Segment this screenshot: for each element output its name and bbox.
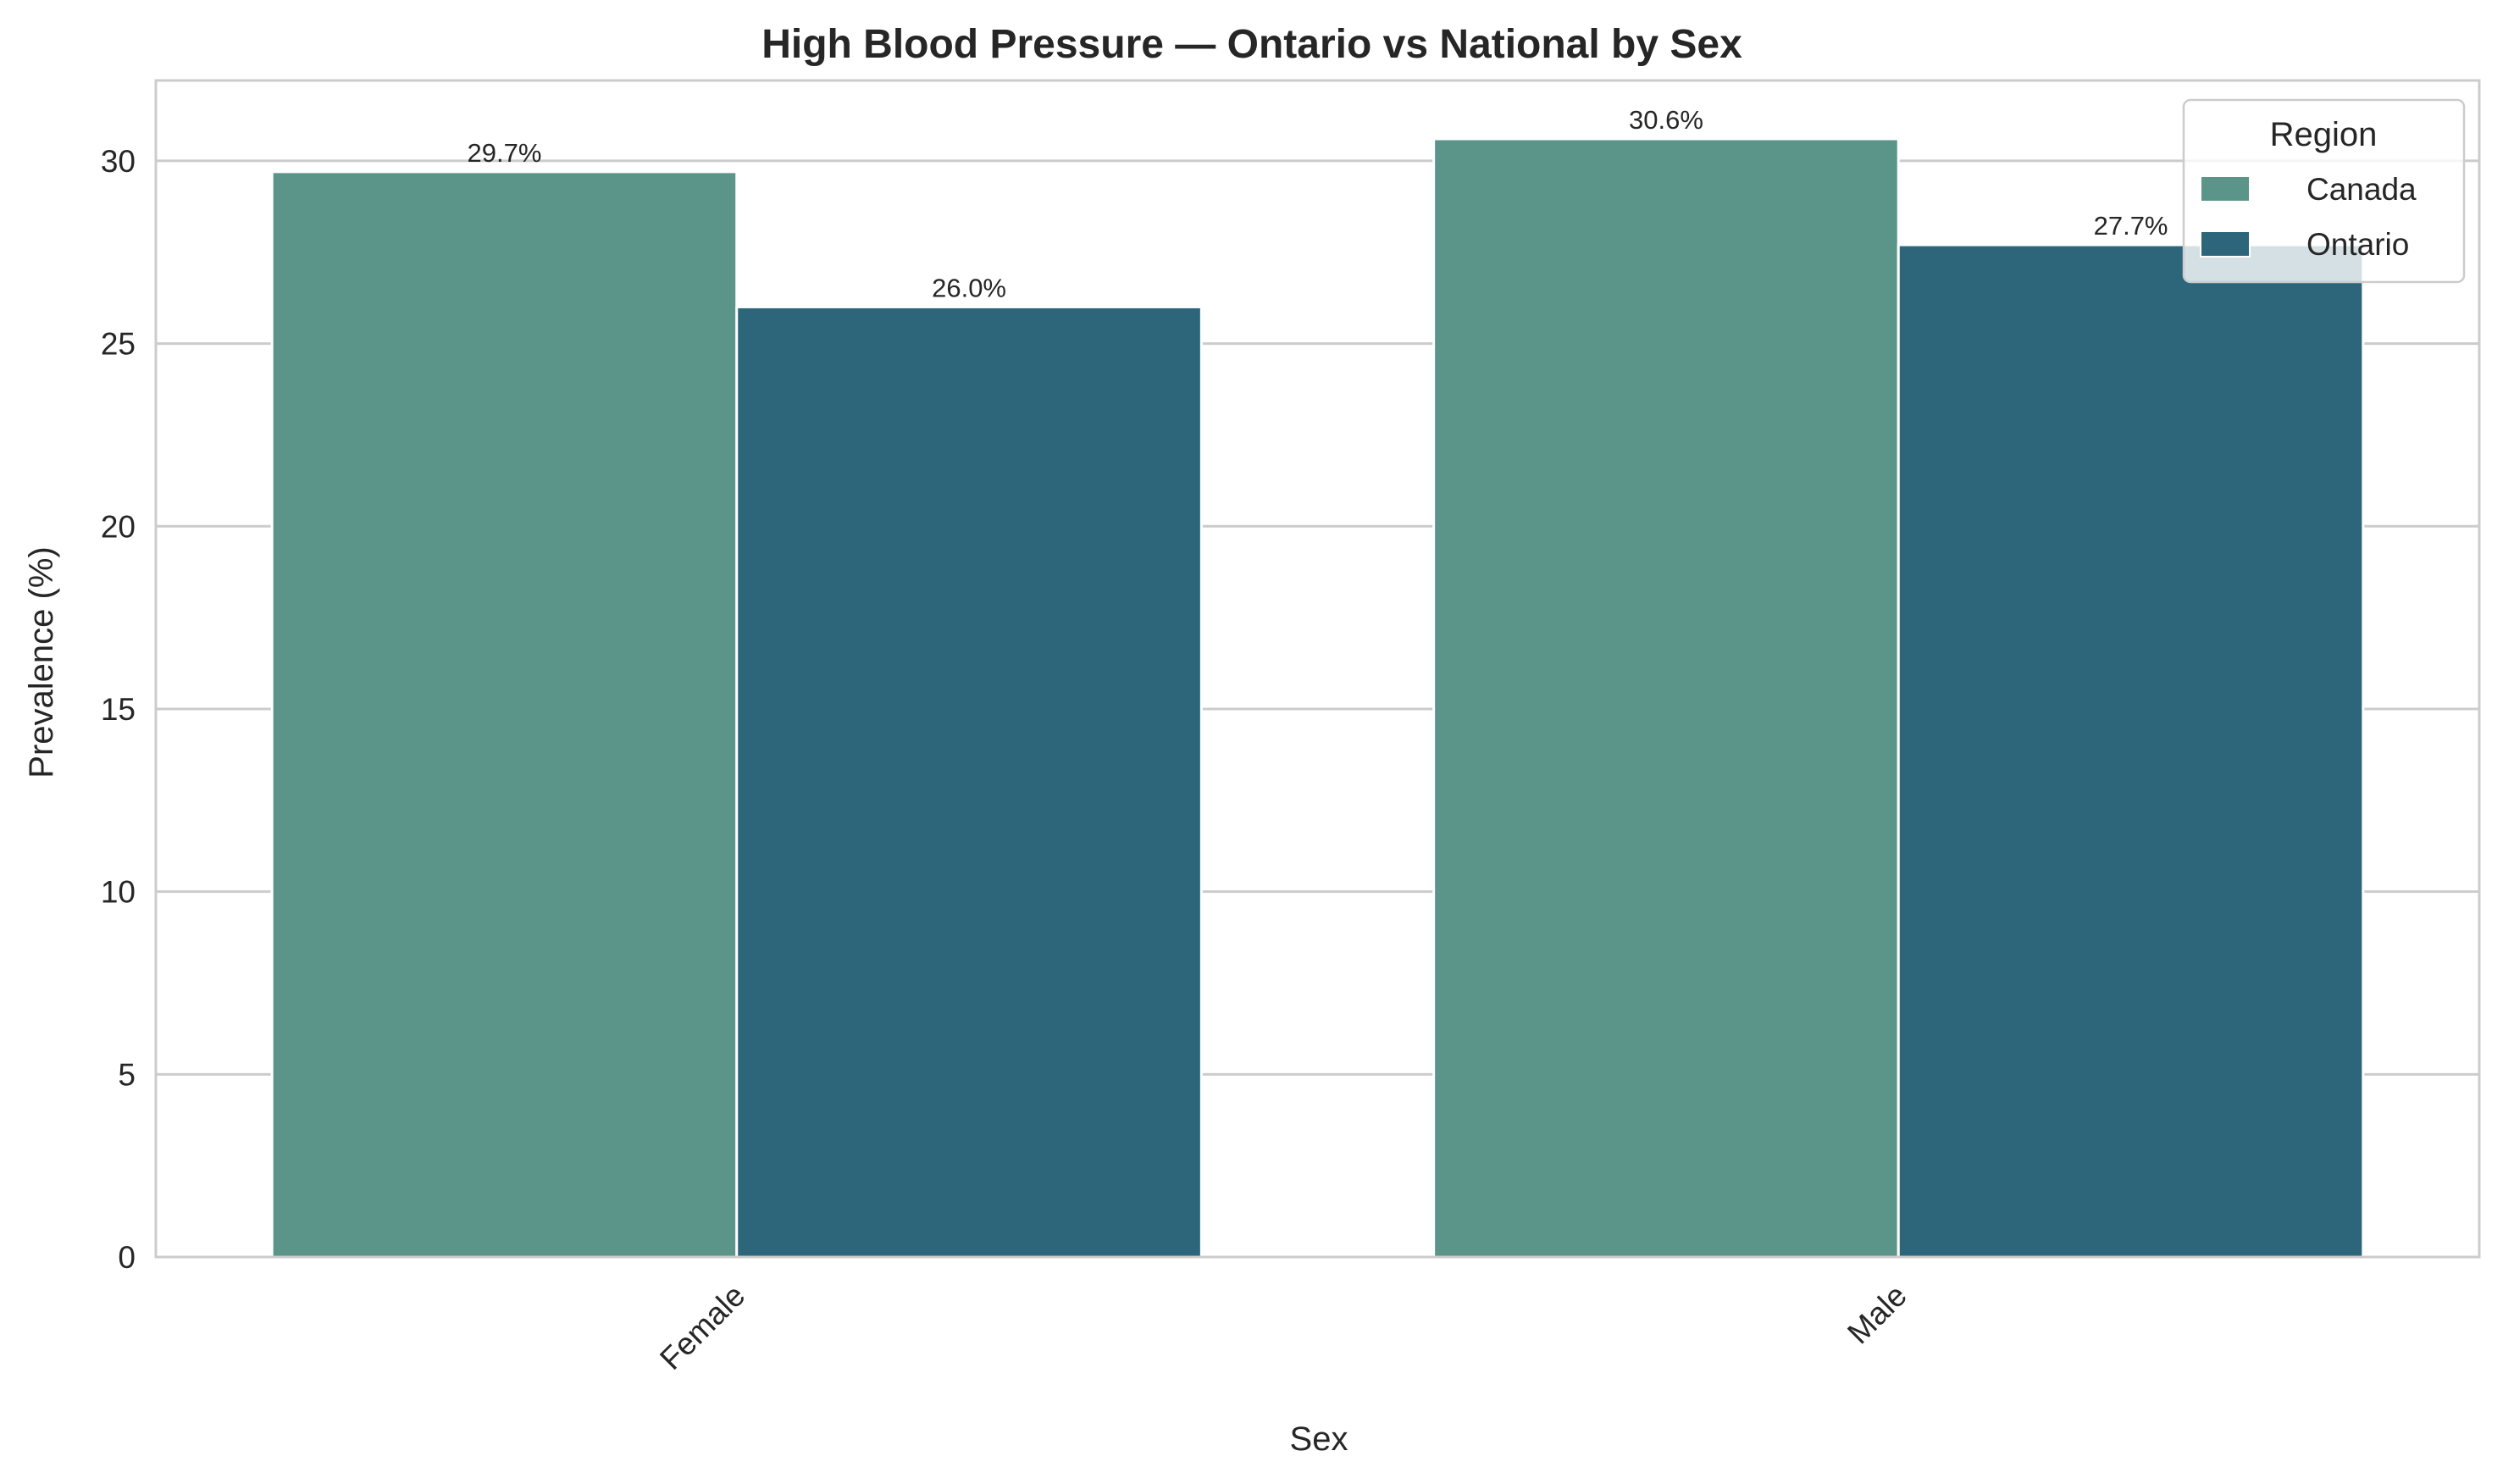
- y-tick-label: 15: [101, 692, 136, 727]
- bars: [270, 137, 2365, 1259]
- chart-title: High Blood Pressure — Ontario vs Nationa…: [761, 22, 1742, 67]
- y-tick-label: 10: [101, 875, 136, 910]
- legend-swatch-canada: [2200, 175, 2251, 202]
- y-tick-labels: 0 5 10 15 20 25 30: [101, 144, 136, 1275]
- legend-label-ontario: Ontario: [2306, 227, 2409, 262]
- bar-ontario-female: [735, 305, 1203, 1259]
- legend-swatch-ontario: [2200, 230, 2251, 257]
- data-label: 29.7%: [467, 138, 541, 168]
- bar-canada-female: [270, 170, 739, 1259]
- x-axis-label: Sex: [1290, 1420, 1348, 1458]
- bar-ontario-male: [1897, 243, 2365, 1259]
- plot-frame: [154, 79, 2481, 1259]
- x-tick-label: Female: [653, 1278, 751, 1376]
- y-tick-label: 5: [118, 1057, 136, 1092]
- x-tick-label: Male: [1841, 1278, 1913, 1351]
- legend: Region Canada Ontario: [2182, 98, 2466, 284]
- bar-canada-male: [1432, 137, 1900, 1259]
- y-tick-label: 30: [101, 144, 136, 179]
- data-label: 30.6%: [1629, 105, 1703, 135]
- y-axis-label: Prevalence (%): [23, 546, 60, 778]
- data-label: 27.7%: [2094, 211, 2168, 241]
- legend-box: [2182, 98, 2466, 284]
- legend-label-canada: Canada: [2306, 172, 2417, 207]
- y-tick-label: 20: [101, 509, 136, 544]
- legend-title: Region: [2270, 116, 2378, 153]
- data-label: 26.0%: [932, 273, 1006, 302]
- x-tick-labels: Female Male: [653, 1278, 1913, 1376]
- data-labels: 29.7% 26.0% 30.6% 27.7%: [467, 105, 2168, 302]
- y-tick-label: 25: [101, 327, 136, 362]
- y-tick-label: 0: [118, 1240, 136, 1275]
